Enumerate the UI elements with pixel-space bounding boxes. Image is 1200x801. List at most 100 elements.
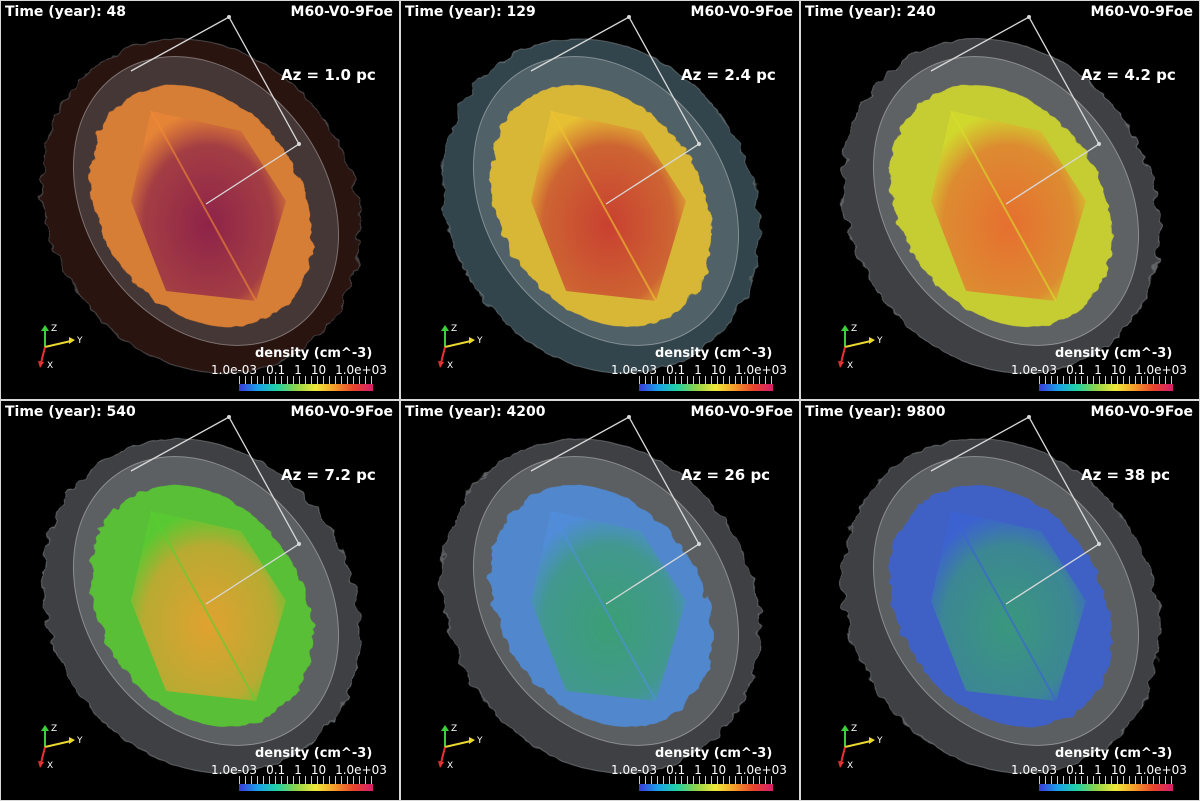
colorbar-tick: 10: [310, 763, 327, 777]
scale-ruler: [930, 16, 1100, 205]
density-colorbar: density (cm^-3) 1.0e-03 0.1 1 10 1.0e+03: [211, 746, 393, 798]
colorbar-tick: 1.0e+03: [1135, 363, 1187, 377]
colorbar-tick: 0.1: [266, 363, 286, 377]
ruler-tick: [297, 142, 301, 146]
density-colorbar: density (cm^-3) 1.0e-03 0.1 1 10 1.0e+03: [1011, 346, 1193, 398]
simulation-panel: Time (year): 4200 M60-V0-9Foe Az = 26 pc…: [400, 400, 800, 801]
colorbar-title: density (cm^-3): [255, 746, 373, 761]
volume-render-scene: [841, 415, 1161, 774]
density-slice: [131, 111, 286, 301]
colorbar-tick: 1.0e+03: [1135, 763, 1187, 777]
colorbar-title: density (cm^-3): [1055, 746, 1173, 761]
model-name: M60-V0-9Foe: [290, 4, 393, 20]
density-slice: [131, 511, 286, 701]
axis-z-label: Z: [851, 724, 857, 734]
colorbar-tick-labels: 1.0e-03 0.1 1 10 1.0e+03: [1011, 363, 1199, 377]
ruler-tick: [697, 142, 701, 146]
colorbar-tick: 1: [294, 763, 302, 777]
colorbar-tick: 0.1: [666, 763, 686, 777]
axis-x-label: X: [847, 761, 853, 771]
time-label: Time (year): 9800: [805, 404, 946, 420]
simulation-panel: Time (year): 129 M60-V0-9Foe Az = 2.4 pc…: [400, 0, 800, 400]
colorbar-tick: 1: [694, 363, 702, 377]
colorbar-tick: 1: [1094, 763, 1102, 777]
volume-render-scene: [41, 15, 361, 374]
colorbar-tick: 1: [694, 763, 702, 777]
slice-edge: [950, 510, 1057, 702]
colorbar-minor-ticks: [639, 776, 773, 784]
colorbar-minor-ticks: [239, 776, 373, 784]
volume-render-scene: [841, 15, 1161, 374]
colorbar-tick-labels: 1.0e-03 0.1 1 10 1.0e+03: [611, 763, 799, 777]
axis-y-label: Y: [476, 336, 483, 346]
slice-edge: [550, 510, 657, 702]
ruler-tick: [1027, 15, 1031, 19]
density-slice: [531, 511, 686, 701]
scale-ruler: [530, 416, 700, 605]
slice-edge: [550, 110, 657, 302]
time-label: Time (year): 540: [5, 404, 136, 420]
colorbar-tick: 1.0e+03: [735, 363, 787, 377]
colorbar-gradient: [1039, 384, 1173, 391]
colorbar-minor-ticks: [1039, 376, 1173, 384]
colorbar-minor-ticks: [1039, 776, 1173, 784]
axis-x-label: X: [47, 361, 53, 371]
colorbar-tick-labels: 1.0e-03 0.1 1 10 1.0e+03: [611, 363, 799, 377]
scale-label: Az = 26 pc: [681, 466, 771, 484]
scale-label: Az = 38 pc: [1081, 466, 1171, 484]
slice-edge: [150, 110, 257, 302]
ruler-tick: [1027, 415, 1031, 419]
colorbar-tick: 0.1: [1066, 363, 1086, 377]
ruler-tick: [227, 415, 231, 419]
colorbar-tick: 0.1: [266, 763, 286, 777]
simulation-panel: Time (year): 540 M60-V0-9Foe Az = 7.2 pc…: [0, 400, 400, 801]
colorbar-gradient: [239, 384, 373, 391]
ruler-tick: [297, 542, 301, 546]
colorbar-tick: 10: [710, 763, 727, 777]
time-label: Time (year): 4200: [405, 404, 546, 420]
colorbar-tick: 1.0e-03: [611, 763, 658, 777]
orientation-axes: Z Y X: [838, 724, 883, 771]
ruler-tick: [227, 15, 231, 19]
colorbar-tick: 1: [1094, 363, 1102, 377]
simulation-panel: Time (year): 9800 M60-V0-9Foe Az = 38 pc…: [800, 400, 1200, 801]
model-name: M60-V0-9Foe: [690, 4, 793, 20]
density-colorbar: density (cm^-3) 1.0e-03 0.1 1 10 1.0e+03: [211, 346, 393, 398]
scale-label: Az = 2.4 pc: [681, 66, 776, 84]
model-name: M60-V0-9Foe: [690, 404, 793, 420]
colorbar-gradient: [1039, 784, 1173, 791]
scale-ruler: [530, 16, 700, 205]
colorbar-gradient: [639, 784, 773, 791]
colorbar-title: density (cm^-3): [655, 346, 773, 361]
colorbar-minor-ticks: [239, 376, 373, 384]
axis-z-label: Z: [51, 724, 57, 734]
axis-z-label: Z: [851, 324, 857, 334]
simulation-panel: Time (year): 48 M60-V0-9Foe Az = 1.0 pc …: [0, 0, 400, 400]
colorbar-tick: 0.1: [1066, 763, 1086, 777]
colorbar-tick-labels: 1.0e-03 0.1 1 10 1.0e+03: [211, 363, 399, 377]
simulation-panel: Time (year): 240 M60-V0-9Foe Az = 4.2 pc…: [800, 0, 1200, 400]
orientation-axes: Z Y X: [438, 724, 483, 771]
ruler-tick: [1097, 542, 1101, 546]
density-colorbar: density (cm^-3) 1.0e-03 0.1 1 10 1.0e+03: [611, 346, 793, 398]
colorbar-tick: 1.0e-03: [1011, 363, 1058, 377]
time-label: Time (year): 240: [805, 4, 936, 20]
colorbar-tick: 1.0e+03: [335, 763, 387, 777]
density-slice: [531, 111, 686, 301]
ruler-tick: [627, 415, 631, 419]
density-colorbar: density (cm^-3) 1.0e-03 0.1 1 10 1.0e+03: [611, 746, 793, 798]
colorbar-gradient: [639, 384, 773, 391]
ruler-tick: [1097, 142, 1101, 146]
orientation-axes: Z Y X: [38, 724, 83, 771]
model-name: M60-V0-9Foe: [1090, 4, 1193, 20]
scale-ruler: [130, 16, 300, 205]
colorbar-tick-labels: 1.0e-03 0.1 1 10 1.0e+03: [211, 763, 399, 777]
volume-render-scene: [441, 15, 761, 374]
orientation-axes: Z Y X: [438, 324, 483, 371]
axis-x-label: X: [47, 761, 53, 771]
orientation-axes: Z Y X: [838, 324, 883, 371]
axis-y-label: Y: [876, 736, 883, 746]
model-name: M60-V0-9Foe: [290, 404, 393, 420]
axis-z-label: Z: [451, 324, 457, 334]
